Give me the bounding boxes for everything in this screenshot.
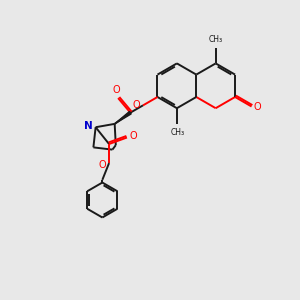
- Text: O: O: [133, 100, 141, 110]
- Text: O: O: [254, 101, 261, 112]
- Text: O: O: [113, 85, 120, 95]
- Text: N: N: [84, 121, 93, 131]
- Text: O: O: [98, 160, 106, 170]
- Text: O: O: [130, 131, 138, 141]
- Text: CH₃: CH₃: [171, 128, 185, 137]
- Polygon shape: [115, 112, 131, 124]
- Text: CH₃: CH₃: [208, 35, 223, 44]
